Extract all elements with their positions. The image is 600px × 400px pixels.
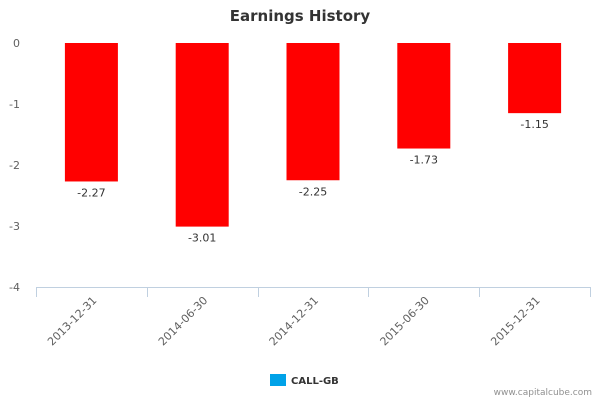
chart-title: Earnings History (230, 7, 371, 25)
y-tick-label: 0 (13, 37, 20, 50)
bar[interactable] (397, 43, 451, 149)
legend[interactable]: CALL-GB (270, 374, 339, 387)
bar[interactable] (64, 43, 118, 182)
x-tick-label: 2015-12-31 (488, 294, 542, 348)
data-label: -3.01 (188, 232, 216, 245)
data-label: -1.73 (410, 154, 438, 167)
bar[interactable] (286, 43, 340, 181)
bar-series (64, 43, 562, 227)
bar[interactable] (508, 43, 562, 114)
data-label: -2.25 (299, 185, 327, 198)
bar[interactable] (175, 43, 229, 227)
data-labels: -2.27 -3.01 -2.25 -1.73 -1.15 (77, 118, 549, 244)
data-label: -2.27 (77, 186, 105, 199)
y-tick-label: -1 (9, 98, 20, 111)
y-tick-label: -2 (9, 159, 20, 172)
x-tick-label: 2013-12-31 (45, 294, 99, 348)
x-axis: 2013-12-31 2014-06-30 2014-12-31 2015-06-30… (36, 287, 591, 348)
legend-label[interactable]: CALL-GB (291, 376, 339, 387)
x-tick-label: 2014-06-30 (156, 294, 210, 348)
legend-swatch[interactable] (270, 374, 286, 386)
x-tick-label: 2015-06-30 (378, 294, 432, 348)
y-axis: 0 -1 -2 -3 -4 (9, 37, 20, 294)
credit-text[interactable]: www.capitalcube.com (494, 388, 592, 398)
y-tick-label: -4 (9, 281, 20, 294)
data-label: -1.15 (520, 118, 548, 131)
x-tick-label: 2014-12-31 (267, 294, 321, 348)
y-tick-label: -3 (9, 220, 20, 233)
